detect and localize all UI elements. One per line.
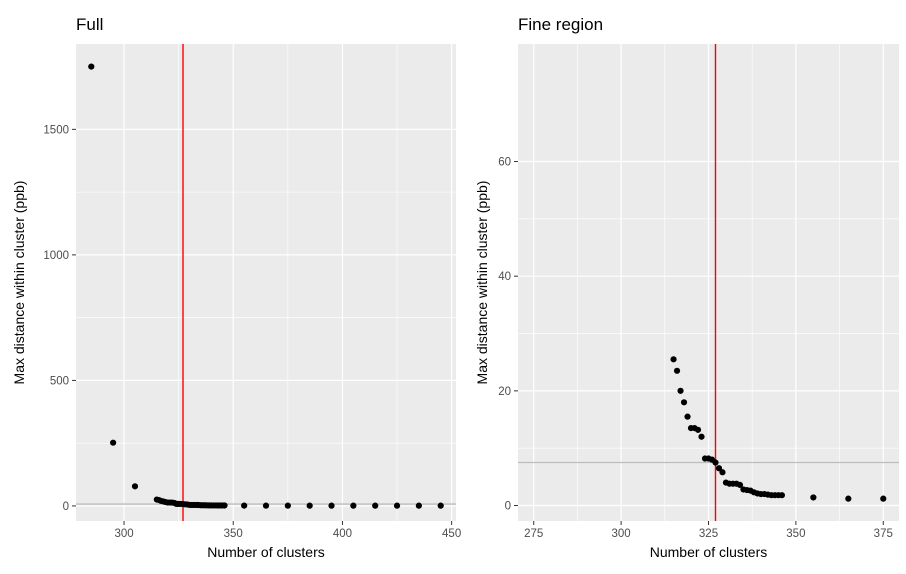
panel-2-data-point [845, 495, 852, 502]
panel-1-background [76, 44, 456, 521]
panel-2-data-point [736, 481, 744, 488]
panel-2-x-tick-label: 275 [524, 528, 543, 540]
panel-2-x-tick-label: 375 [874, 528, 893, 540]
panel-2-data-point [677, 387, 684, 394]
panel-1-y-tick-label: 1500 [43, 124, 69, 136]
panel-1-x-axis-label: Number of clusters [207, 544, 324, 560]
panel-1-y-tick-label: 1000 [43, 250, 69, 262]
panel-1-y-axis-label: Max distance within cluster (ppb) [11, 181, 27, 385]
panel-2-data-point [680, 399, 688, 406]
panel-1-x-tick-label: 350 [224, 528, 243, 540]
panel-1-data-point [110, 439, 117, 446]
panel-1-data-point [241, 502, 248, 509]
panel-2: 275 300 325 350 375 0 20 40 60 Fine region Number … [474, 15, 899, 560]
panel-2-x-tick-label: 350 [786, 528, 805, 540]
panel-1-data-point [131, 483, 139, 490]
panel-1-data-point [393, 502, 401, 509]
panel-1-y-tick-label: 500 [50, 375, 69, 387]
panel-1: 300 350 400 450 0 500 1000 1500 Full Number of cl… [11, 15, 461, 560]
panel-2-y-axis-label: Max distance within cluster (ppb) [474, 181, 490, 385]
panel-1-data-point [284, 502, 291, 509]
panel-2-data-point [712, 459, 719, 466]
panel-2-data-point [670, 356, 677, 363]
panel-2-data-point [673, 367, 681, 374]
panel-2-x-tick-label: 300 [612, 528, 631, 540]
panel-1-data-point [328, 502, 335, 509]
panel-2-y-tick-label: 0 [505, 501, 511, 513]
panel-2-data-point [880, 495, 887, 502]
panel-2-y-tick-label: 20 [498, 386, 511, 398]
panel-2-x-axis-label: Number of clusters [650, 544, 767, 560]
panel-1-data-point [415, 502, 422, 509]
panel-1-data-point [262, 502, 270, 509]
panel-2-data-point [719, 469, 726, 476]
panel-2-data-point [694, 426, 702, 433]
panel-1-data-point [221, 502, 228, 509]
panel-1-data-point [437, 502, 444, 509]
panel-2-title: Fine region [518, 15, 603, 34]
panel-1-data-point [372, 502, 379, 509]
panel-1-title: Full [76, 15, 103, 34]
panel-1-data-point [306, 502, 313, 509]
panel-1-x-tick-label: 400 [333, 528, 352, 540]
panel-1-data-point [350, 502, 357, 509]
panel-2-data-point [810, 494, 817, 501]
panel-2-data-point [778, 492, 786, 499]
panel-2-y-tick-label: 60 [498, 157, 511, 169]
panel-2-x-tick-label: 325 [699, 528, 718, 540]
panel-2-y-tick-label: 40 [498, 271, 511, 283]
panel-1-y-tick-label: 0 [63, 501, 69, 513]
panel-2-data-point [684, 413, 691, 420]
panel-1-x-tick-label: 450 [442, 528, 461, 540]
panel-1-data-point [88, 63, 95, 70]
panel-2-data-point [715, 465, 723, 472]
panel-1-x-tick-label: 300 [114, 528, 133, 540]
panel-2-data-point [698, 433, 705, 440]
